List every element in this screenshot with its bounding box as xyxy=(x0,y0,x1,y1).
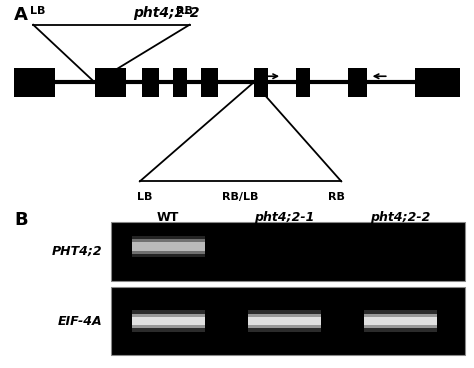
Bar xyxy=(364,317,437,325)
Text: pht4;2-2: pht4;2-2 xyxy=(370,211,431,224)
Bar xyxy=(131,239,205,254)
Text: EIF-4A: EIF-4A xyxy=(57,315,102,328)
Text: RB/LB: RB/LB xyxy=(222,192,259,202)
Bar xyxy=(296,68,310,97)
Bar xyxy=(364,315,437,328)
Text: PHT4;2: PHT4;2 xyxy=(51,245,102,258)
Bar xyxy=(131,310,205,332)
Text: WT: WT xyxy=(157,211,180,224)
Text: B: B xyxy=(14,211,28,229)
Bar xyxy=(415,68,460,97)
Bar xyxy=(348,68,367,97)
Bar xyxy=(364,310,437,332)
Text: A: A xyxy=(14,6,28,24)
Bar xyxy=(14,68,55,97)
Bar xyxy=(95,68,126,97)
Text: RB: RB xyxy=(176,7,193,17)
Text: RB: RB xyxy=(328,192,345,202)
Text: pht4;2-1: pht4;2-1 xyxy=(254,211,315,224)
Bar xyxy=(131,236,205,258)
Bar xyxy=(254,68,268,97)
Bar xyxy=(173,68,187,97)
Bar xyxy=(131,317,205,325)
Bar xyxy=(247,315,321,328)
Bar xyxy=(201,68,218,97)
Bar xyxy=(142,68,159,97)
Bar xyxy=(111,222,465,280)
Bar xyxy=(247,317,321,325)
Bar xyxy=(111,287,465,355)
Text: LB: LB xyxy=(137,192,152,202)
Bar xyxy=(131,315,205,328)
Text: pht4;2-2: pht4;2-2 xyxy=(133,6,199,20)
Text: pht4;2-1: pht4;2-1 xyxy=(209,227,275,241)
Bar xyxy=(131,242,205,251)
Bar xyxy=(247,310,321,332)
Text: LB: LB xyxy=(30,7,46,17)
